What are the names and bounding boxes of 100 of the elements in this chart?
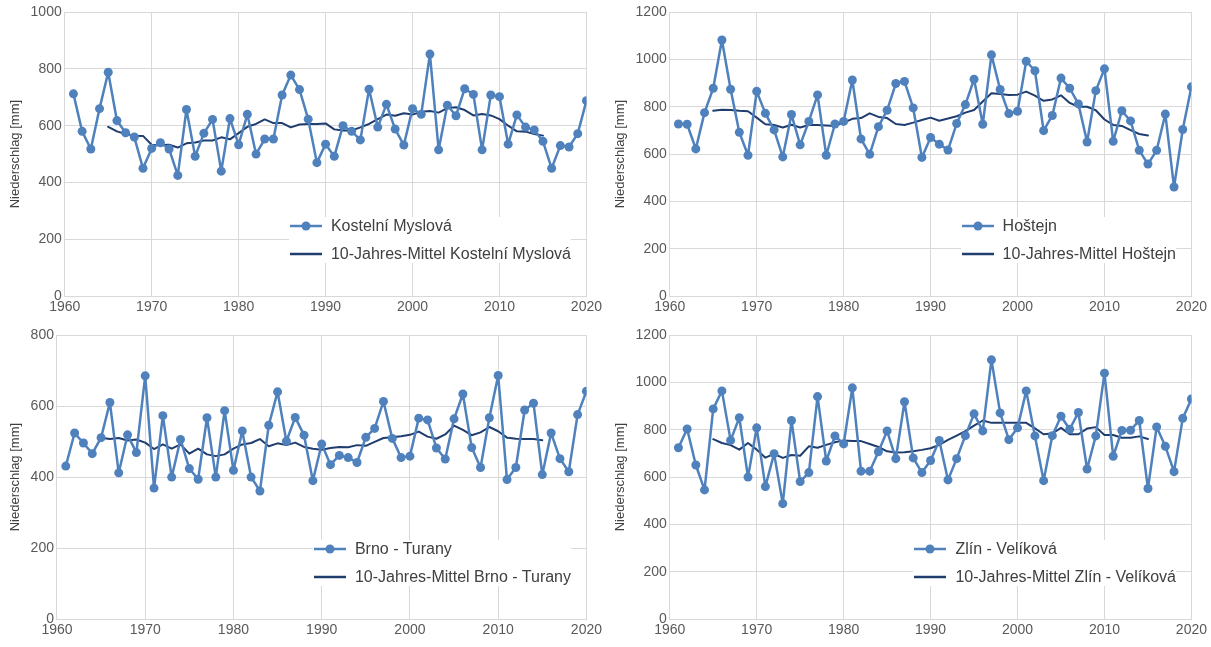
x-tick-label: 1970 [741, 621, 773, 638]
point [190, 151, 200, 161]
point [1169, 182, 1179, 192]
point [1108, 136, 1118, 146]
point [216, 166, 226, 176]
point [1152, 422, 1162, 432]
point [277, 90, 287, 100]
point [1091, 86, 1101, 96]
point [573, 129, 583, 139]
point [408, 104, 418, 114]
x-tick-label: 1990 [310, 298, 342, 315]
point [173, 170, 183, 180]
point [1082, 464, 1092, 474]
point [414, 413, 424, 423]
point [839, 116, 849, 126]
point [211, 472, 221, 482]
point [1030, 66, 1040, 76]
point [123, 430, 133, 440]
point [830, 431, 840, 441]
x-tick-label: 1970 [136, 298, 168, 315]
point [416, 109, 426, 119]
point [1108, 451, 1118, 461]
point [700, 485, 710, 495]
point [234, 140, 244, 150]
point [520, 405, 530, 415]
x-tick-label: 2020 [570, 298, 603, 315]
x-tick-label: 2010 [1088, 298, 1121, 315]
legend-label: Hoštejn [1002, 217, 1057, 235]
point [1091, 431, 1101, 441]
point [326, 460, 336, 470]
point [752, 423, 762, 433]
point [242, 109, 252, 119]
point [486, 90, 496, 100]
point [347, 126, 357, 136]
point [743, 150, 753, 160]
point [246, 472, 256, 482]
y-axis-title: Niederschlag [mm] [7, 99, 23, 209]
x-tick-label: 2010 [1088, 621, 1121, 638]
point [176, 434, 185, 444]
point [934, 139, 944, 149]
point [1178, 413, 1188, 423]
point [343, 453, 353, 463]
x-tick-label: 1980 [217, 621, 250, 638]
point [155, 138, 165, 148]
point [528, 398, 538, 408]
point [114, 468, 124, 478]
point [934, 435, 944, 445]
legend-label: 10-Jahres-Mittel Zlín - Velíková [955, 568, 1176, 586]
point [503, 139, 513, 149]
point [1030, 431, 1040, 441]
point [370, 423, 380, 433]
point [847, 383, 857, 393]
point [1039, 476, 1049, 486]
point [1160, 441, 1170, 451]
point [431, 443, 441, 453]
point [381, 99, 391, 109]
point [129, 132, 139, 142]
point [251, 149, 261, 159]
point [511, 463, 521, 473]
point [378, 396, 388, 406]
point [387, 433, 397, 443]
point [769, 125, 779, 135]
point [778, 152, 788, 162]
point [943, 145, 953, 155]
point [303, 114, 313, 124]
x-tick-label: 1990 [306, 621, 338, 638]
point [1073, 99, 1083, 109]
point [839, 439, 849, 449]
point [290, 412, 300, 422]
point [691, 460, 701, 470]
point [95, 104, 105, 114]
legend-label: 10-Jahres-Mittel Hoštejn [1002, 245, 1176, 263]
y-axis-title: Niederschlag [mm] [7, 422, 23, 532]
point [760, 108, 770, 118]
point [1134, 416, 1144, 425]
point [1004, 435, 1014, 445]
y-tick-label: 600 [643, 144, 667, 161]
point [451, 111, 461, 121]
point [821, 456, 831, 466]
point [96, 433, 106, 443]
point [847, 75, 857, 85]
point [830, 119, 840, 129]
y-tick-label: 600 [30, 396, 55, 413]
point [804, 116, 814, 126]
x-tick-label: 1970 [129, 621, 161, 638]
point [484, 413, 494, 423]
point [260, 134, 270, 144]
point [425, 49, 435, 59]
point [564, 467, 574, 477]
x-tick-label: 2020 [570, 621, 603, 638]
point [264, 420, 274, 430]
point [978, 426, 988, 436]
point [673, 443, 683, 453]
point [396, 453, 406, 463]
point [917, 468, 927, 478]
x-tick-label: 1990 [915, 298, 947, 315]
point [458, 389, 468, 399]
y-tick-label: 1000 [30, 2, 62, 19]
point [390, 124, 400, 134]
x-tick-label: 1990 [915, 621, 947, 638]
